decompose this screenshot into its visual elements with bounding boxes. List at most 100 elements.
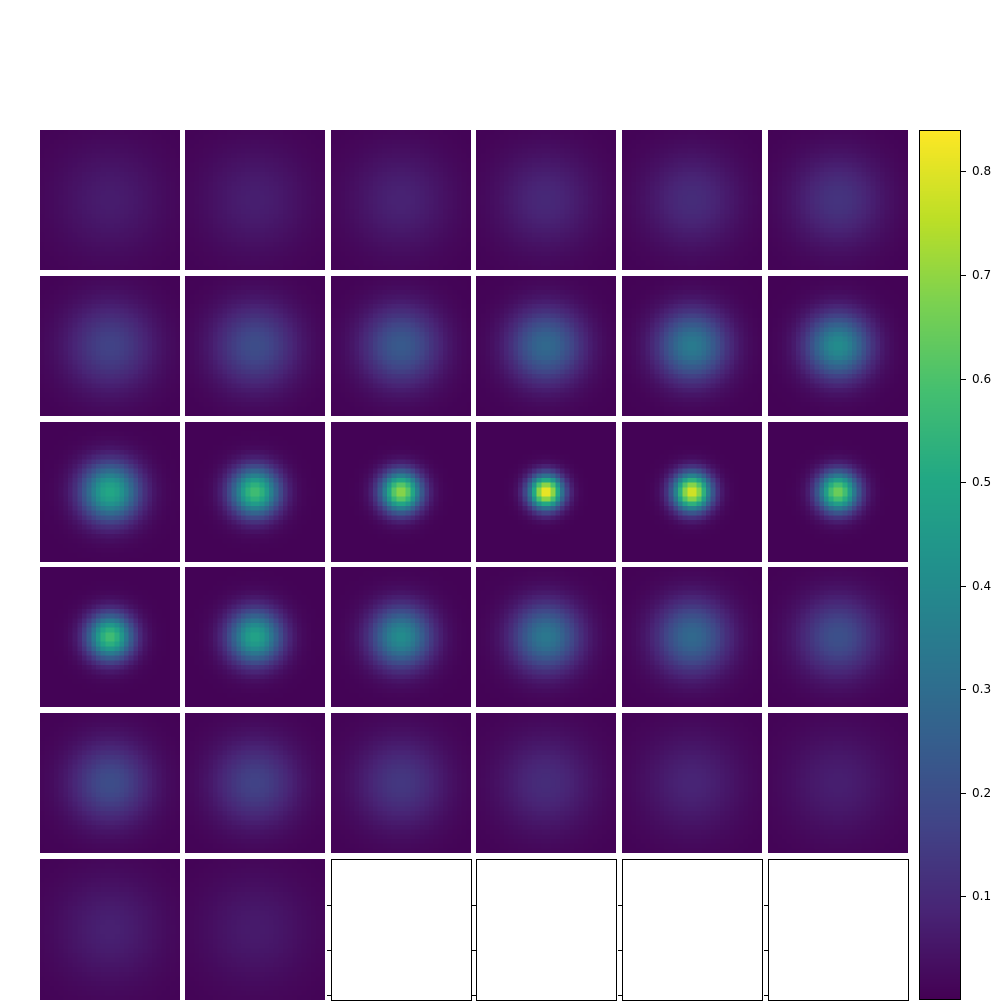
colorbar-tick-mark [961,896,966,897]
colorbar-tick-label: 0.5 [972,475,992,489]
heatmap-panel-14 [185,422,325,562]
heatmap-panel-29 [622,713,762,853]
axis-tick-stub [327,950,332,951]
colorbar-tick-label: 0.4 [972,579,992,593]
heatmap-panel-19 [40,567,180,707]
colorbar-tick-label: 0.8 [972,164,992,178]
heatmap-panel-2 [185,130,325,270]
empty-axes-2 [476,859,617,1001]
colorbar-tick-mark [961,275,966,276]
heatmap-image-31 [40,859,180,1000]
heatmap-panel-25 [40,713,180,853]
heatmap-image-8 [185,276,325,416]
heatmap-image-30 [768,713,908,853]
heatmap-image-4 [476,130,616,270]
axis-tick-stub [327,995,332,996]
heatmap-panel-13 [40,422,180,562]
heatmap-panel-18 [768,422,908,562]
heatmap-panel-8 [185,276,325,416]
heatmap-panel-4 [476,130,616,270]
axis-tick-stub [472,995,477,996]
heatmap-image-10 [476,276,616,416]
empty-axes-4 [768,859,909,1001]
axis-tick-stub [472,905,477,906]
heatmap-panel-31 [40,859,180,1000]
heatmap-image-17 [622,422,762,562]
axis-tick-stub [618,950,623,951]
heatmap-image-19 [40,567,180,707]
colorbar-tick-mark [961,586,966,587]
heatmap-image-12 [768,276,908,416]
heatmap-image-7 [40,276,180,416]
colorbar-tick-mark [961,171,966,172]
heatmap-image-3 [331,130,471,270]
heatmap-panel-21 [331,567,471,707]
empty-axes-1 [331,859,472,1001]
heatmap-panel-10 [476,276,616,416]
heatmap-panel-26 [185,713,325,853]
heatmap-panel-23 [622,567,762,707]
heatmap-panel-30 [768,713,908,853]
axis-tick-stub [618,995,623,996]
heatmap-panel-20 [185,567,325,707]
heatmap-image-14 [185,422,325,562]
heatmap-image-2 [185,130,325,270]
heatmap-image-18 [768,422,908,562]
heatmap-image-20 [185,567,325,707]
axis-tick-stub [618,905,623,906]
heatmap-image-15 [331,422,471,562]
colorbar-tick-mark [961,689,966,690]
heatmap-panel-17 [622,422,762,562]
colorbar-tick-label: 0.3 [972,682,992,696]
heatmap-image-16 [476,422,616,562]
axis-tick-stub [764,950,769,951]
colorbar-tick-label: 0.7 [972,268,992,282]
heatmap-panel-27 [331,713,471,853]
heatmap-image-11 [622,276,762,416]
colorbar-tick-mark [961,482,966,483]
axis-tick-stub [764,905,769,906]
colorbar-tick-label: 0.1 [972,889,992,903]
heatmap-panel-5 [622,130,762,270]
heatmap-panel-15 [331,422,471,562]
empty-axes-3 [622,859,763,1001]
colorbar-tick-mark [961,793,966,794]
heatmap-panel-3 [331,130,471,270]
heatmap-image-21 [331,567,471,707]
heatmap-panel-12 [768,276,908,416]
heatmap-panel-9 [331,276,471,416]
axis-tick-stub [327,905,332,906]
heatmap-panel-22 [476,567,616,707]
heatmap-image-5 [622,130,762,270]
heatmap-image-23 [622,567,762,707]
heatmap-image-1 [40,130,180,270]
heatmap-image-13 [40,422,180,562]
axis-tick-stub [764,995,769,996]
heatmap-panel-1 [40,130,180,270]
heatmap-image-24 [768,567,908,707]
heatmap-image-26 [185,713,325,853]
heatmap-panel-6 [768,130,908,270]
heatmap-image-25 [40,713,180,853]
colorbar-tick-label: 0.6 [972,372,992,386]
heatmap-panel-32 [185,859,325,1000]
axis-tick-stub [472,950,477,951]
heatmap-image-6 [768,130,908,270]
heatmap-panel-7 [40,276,180,416]
heatmap-image-22 [476,567,616,707]
heatmap-image-27 [331,713,471,853]
heatmap-panel-24 [768,567,908,707]
heatmap-panel-11 [622,276,762,416]
heatmap-image-32 [185,859,325,1000]
heatmap-image-9 [331,276,471,416]
colorbar-gradient [920,131,960,999]
heatmap-panel-16 [476,422,616,562]
colorbar [919,130,961,1000]
colorbar-tick-mark [961,379,966,380]
heatmap-image-28 [476,713,616,853]
heatmap-panel-28 [476,713,616,853]
colorbar-tick-label: 0.2 [972,786,992,800]
heatmap-image-29 [622,713,762,853]
